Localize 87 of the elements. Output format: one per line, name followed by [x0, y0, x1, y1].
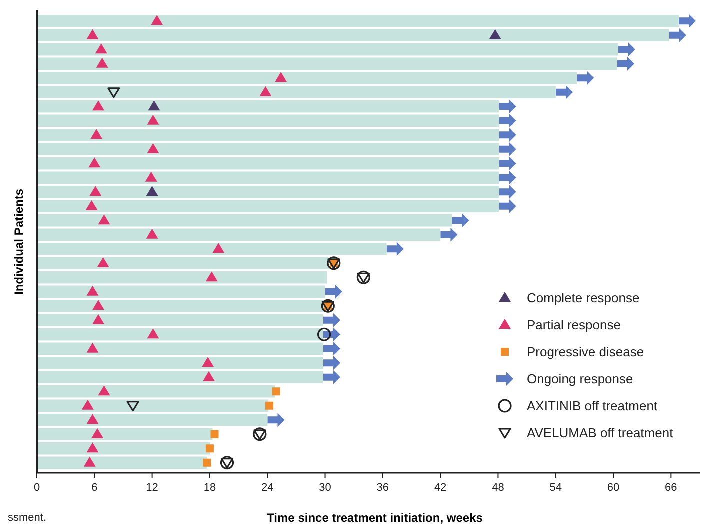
x-tick-label: 66 — [665, 482, 678, 494]
point — [86, 29, 99, 40]
point — [499, 142, 516, 156]
point — [202, 371, 215, 382]
point — [92, 100, 104, 111]
point — [679, 14, 696, 28]
point — [108, 88, 120, 98]
point — [147, 143, 160, 154]
point — [146, 228, 158, 239]
point — [499, 199, 516, 214]
point — [325, 284, 342, 299]
point — [86, 200, 98, 210]
point — [88, 158, 101, 168]
point — [260, 86, 272, 96]
point — [97, 257, 110, 268]
point — [82, 400, 94, 410]
x-tick-label: 24 — [261, 482, 274, 494]
x-tick-label: 0 — [34, 482, 40, 494]
text: ssment. — [8, 512, 47, 524]
legend-label: Ongoing response — [527, 372, 634, 386]
point — [323, 370, 340, 384]
x-tick-label: 48 — [492, 482, 504, 494]
x-axis-title: Time since treatment initiation, weeks — [267, 511, 484, 525]
legend-label: Partial response — [527, 318, 621, 332]
y-axis-title: Individual Patients — [12, 188, 26, 296]
x-tick-label: 42 — [434, 482, 447, 494]
point — [386, 242, 404, 256]
point — [151, 15, 164, 26]
point — [86, 286, 99, 296]
point — [669, 28, 686, 42]
point — [577, 71, 594, 86]
point — [206, 444, 214, 453]
point — [499, 128, 516, 142]
x-tick-label: 60 — [607, 482, 620, 494]
point — [90, 186, 102, 196]
point — [489, 29, 502, 40]
point — [318, 328, 332, 342]
point — [452, 214, 470, 228]
x-tick-label: 18 — [204, 482, 216, 494]
x-tick-label: 6 — [92, 482, 98, 494]
point — [266, 402, 274, 410]
point — [206, 272, 218, 282]
point — [98, 386, 110, 396]
point — [95, 44, 108, 54]
point — [96, 58, 108, 68]
point — [202, 357, 214, 368]
point — [323, 356, 340, 370]
point — [98, 214, 110, 225]
point — [323, 313, 340, 328]
point — [499, 185, 516, 200]
point — [275, 72, 288, 82]
legend-label: Complete response — [527, 290, 640, 306]
point — [499, 100, 516, 114]
point — [84, 456, 96, 467]
point — [92, 314, 104, 324]
point — [86, 414, 99, 424]
x-tick-label: 54 — [550, 482, 562, 494]
point — [86, 442, 99, 453]
point — [126, 401, 140, 412]
point — [618, 56, 635, 71]
point — [556, 85, 574, 100]
x-tick-label: 36 — [376, 482, 390, 494]
point — [203, 458, 212, 467]
point — [92, 300, 104, 310]
legend-label: Progressive disease — [527, 344, 644, 360]
point — [272, 388, 280, 396]
point — [618, 42, 636, 57]
point — [92, 428, 104, 438]
point — [323, 342, 340, 356]
point — [90, 129, 103, 140]
x-tick-label: 12 — [146, 482, 158, 494]
point — [148, 100, 160, 111]
point — [268, 413, 285, 428]
point — [147, 114, 160, 125]
point — [212, 243, 225, 254]
point — [145, 172, 158, 182]
point — [147, 328, 160, 339]
point — [146, 186, 158, 196]
point — [499, 156, 516, 171]
legend-label: AXITINIB off treatment — [527, 398, 658, 414]
point — [440, 228, 458, 242]
point — [210, 430, 219, 438]
x-tick-label: 30 — [319, 482, 332, 494]
legend-label: AVELUMAB off treatment — [527, 426, 674, 440]
point — [86, 342, 99, 353]
point — [499, 114, 516, 128]
point — [499, 170, 516, 185]
